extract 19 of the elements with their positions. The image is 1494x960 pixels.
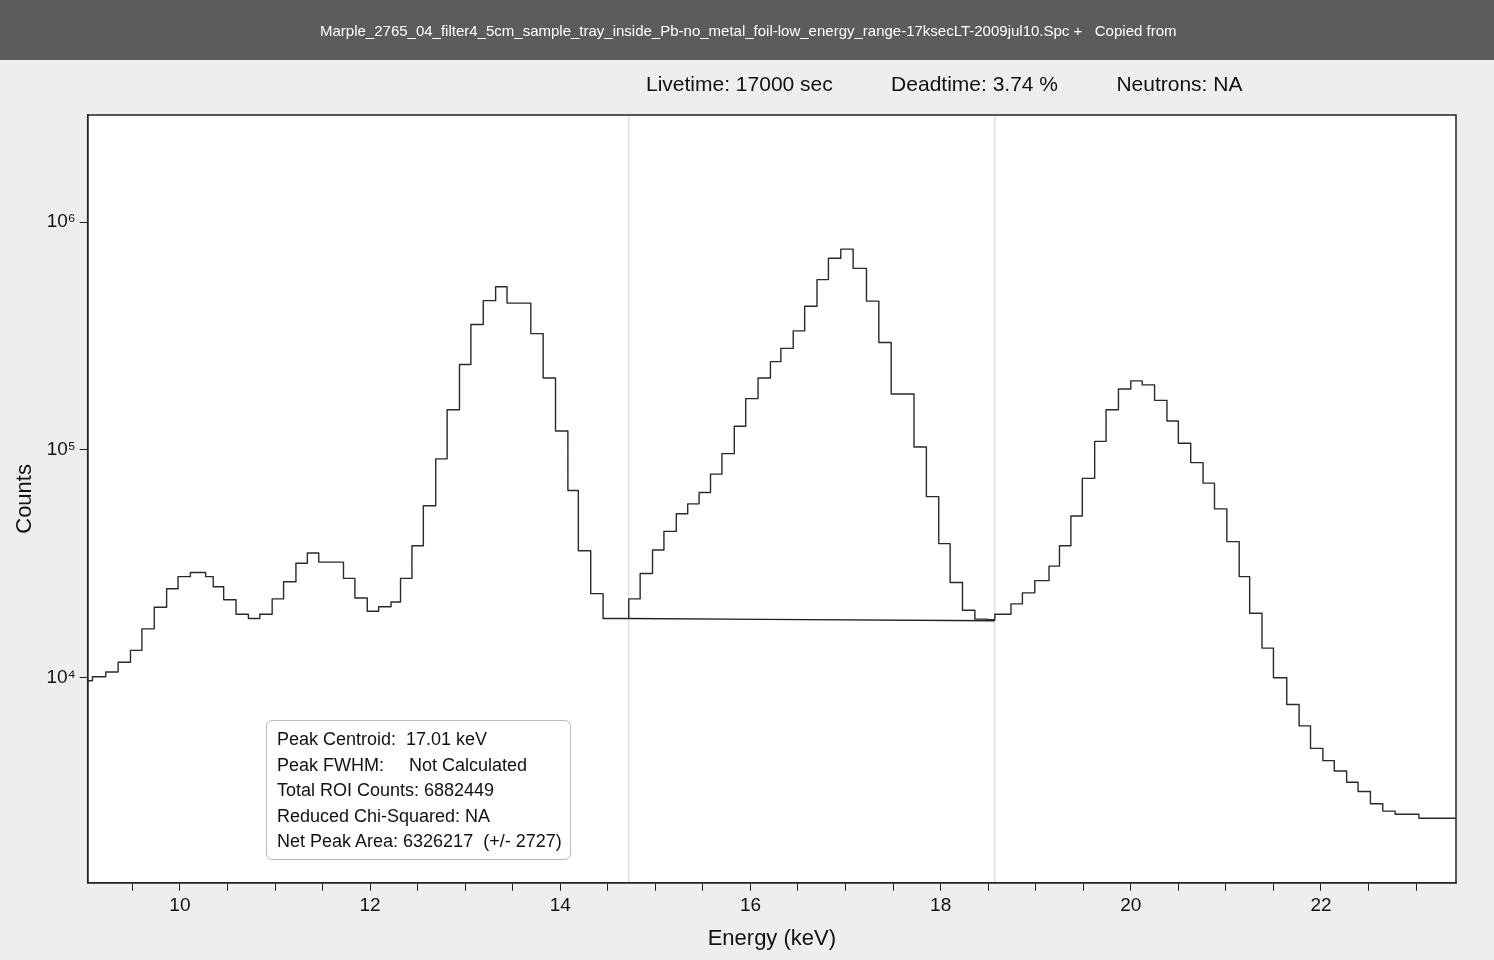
x-axis-title: Energy (keV)	[707, 924, 837, 950]
x-tick-label: 12	[359, 894, 381, 916]
x-tick-label: 16	[739, 894, 762, 916]
annotation: Peak Centroid: 17.01 keV	[277, 728, 489, 751]
x-tick-label: 22	[1310, 894, 1332, 916]
x-tick-label: 10	[169, 894, 191, 916]
annotation: Total ROI Counts: 6882449	[277, 779, 496, 802]
y-tick-label: 10⁵	[46, 438, 76, 460]
y-tick-label: 10⁶	[46, 210, 76, 232]
y-axis-title: Counts	[11, 464, 37, 534]
annotation: Reduced Chi-Squared: NA	[277, 804, 492, 828]
x-tick-label: 14	[549, 894, 572, 916]
chart-subtitle: Livetime: 17000 sec Deadtime: 3.74 % Neutrons: NA	[646, 72, 1243, 96]
y-tick-label: 10⁴	[46, 666, 76, 688]
x-tick-label: 20	[1120, 894, 1142, 916]
annotation: Peak FWHM: Not Calculated	[277, 753, 529, 777]
annotation: Net Peak Area: 6326217 (+/- 2727)	[277, 830, 562, 853]
chart-title: Marple_2765_04_filter4_5cm_sample_tray_inside_Pb-no_metal_foil-low_energy_range-17ksecLT-2009jul10.Spc + Copied from	[320, 22, 1177, 39]
x-tick-label: 18	[930, 894, 952, 916]
